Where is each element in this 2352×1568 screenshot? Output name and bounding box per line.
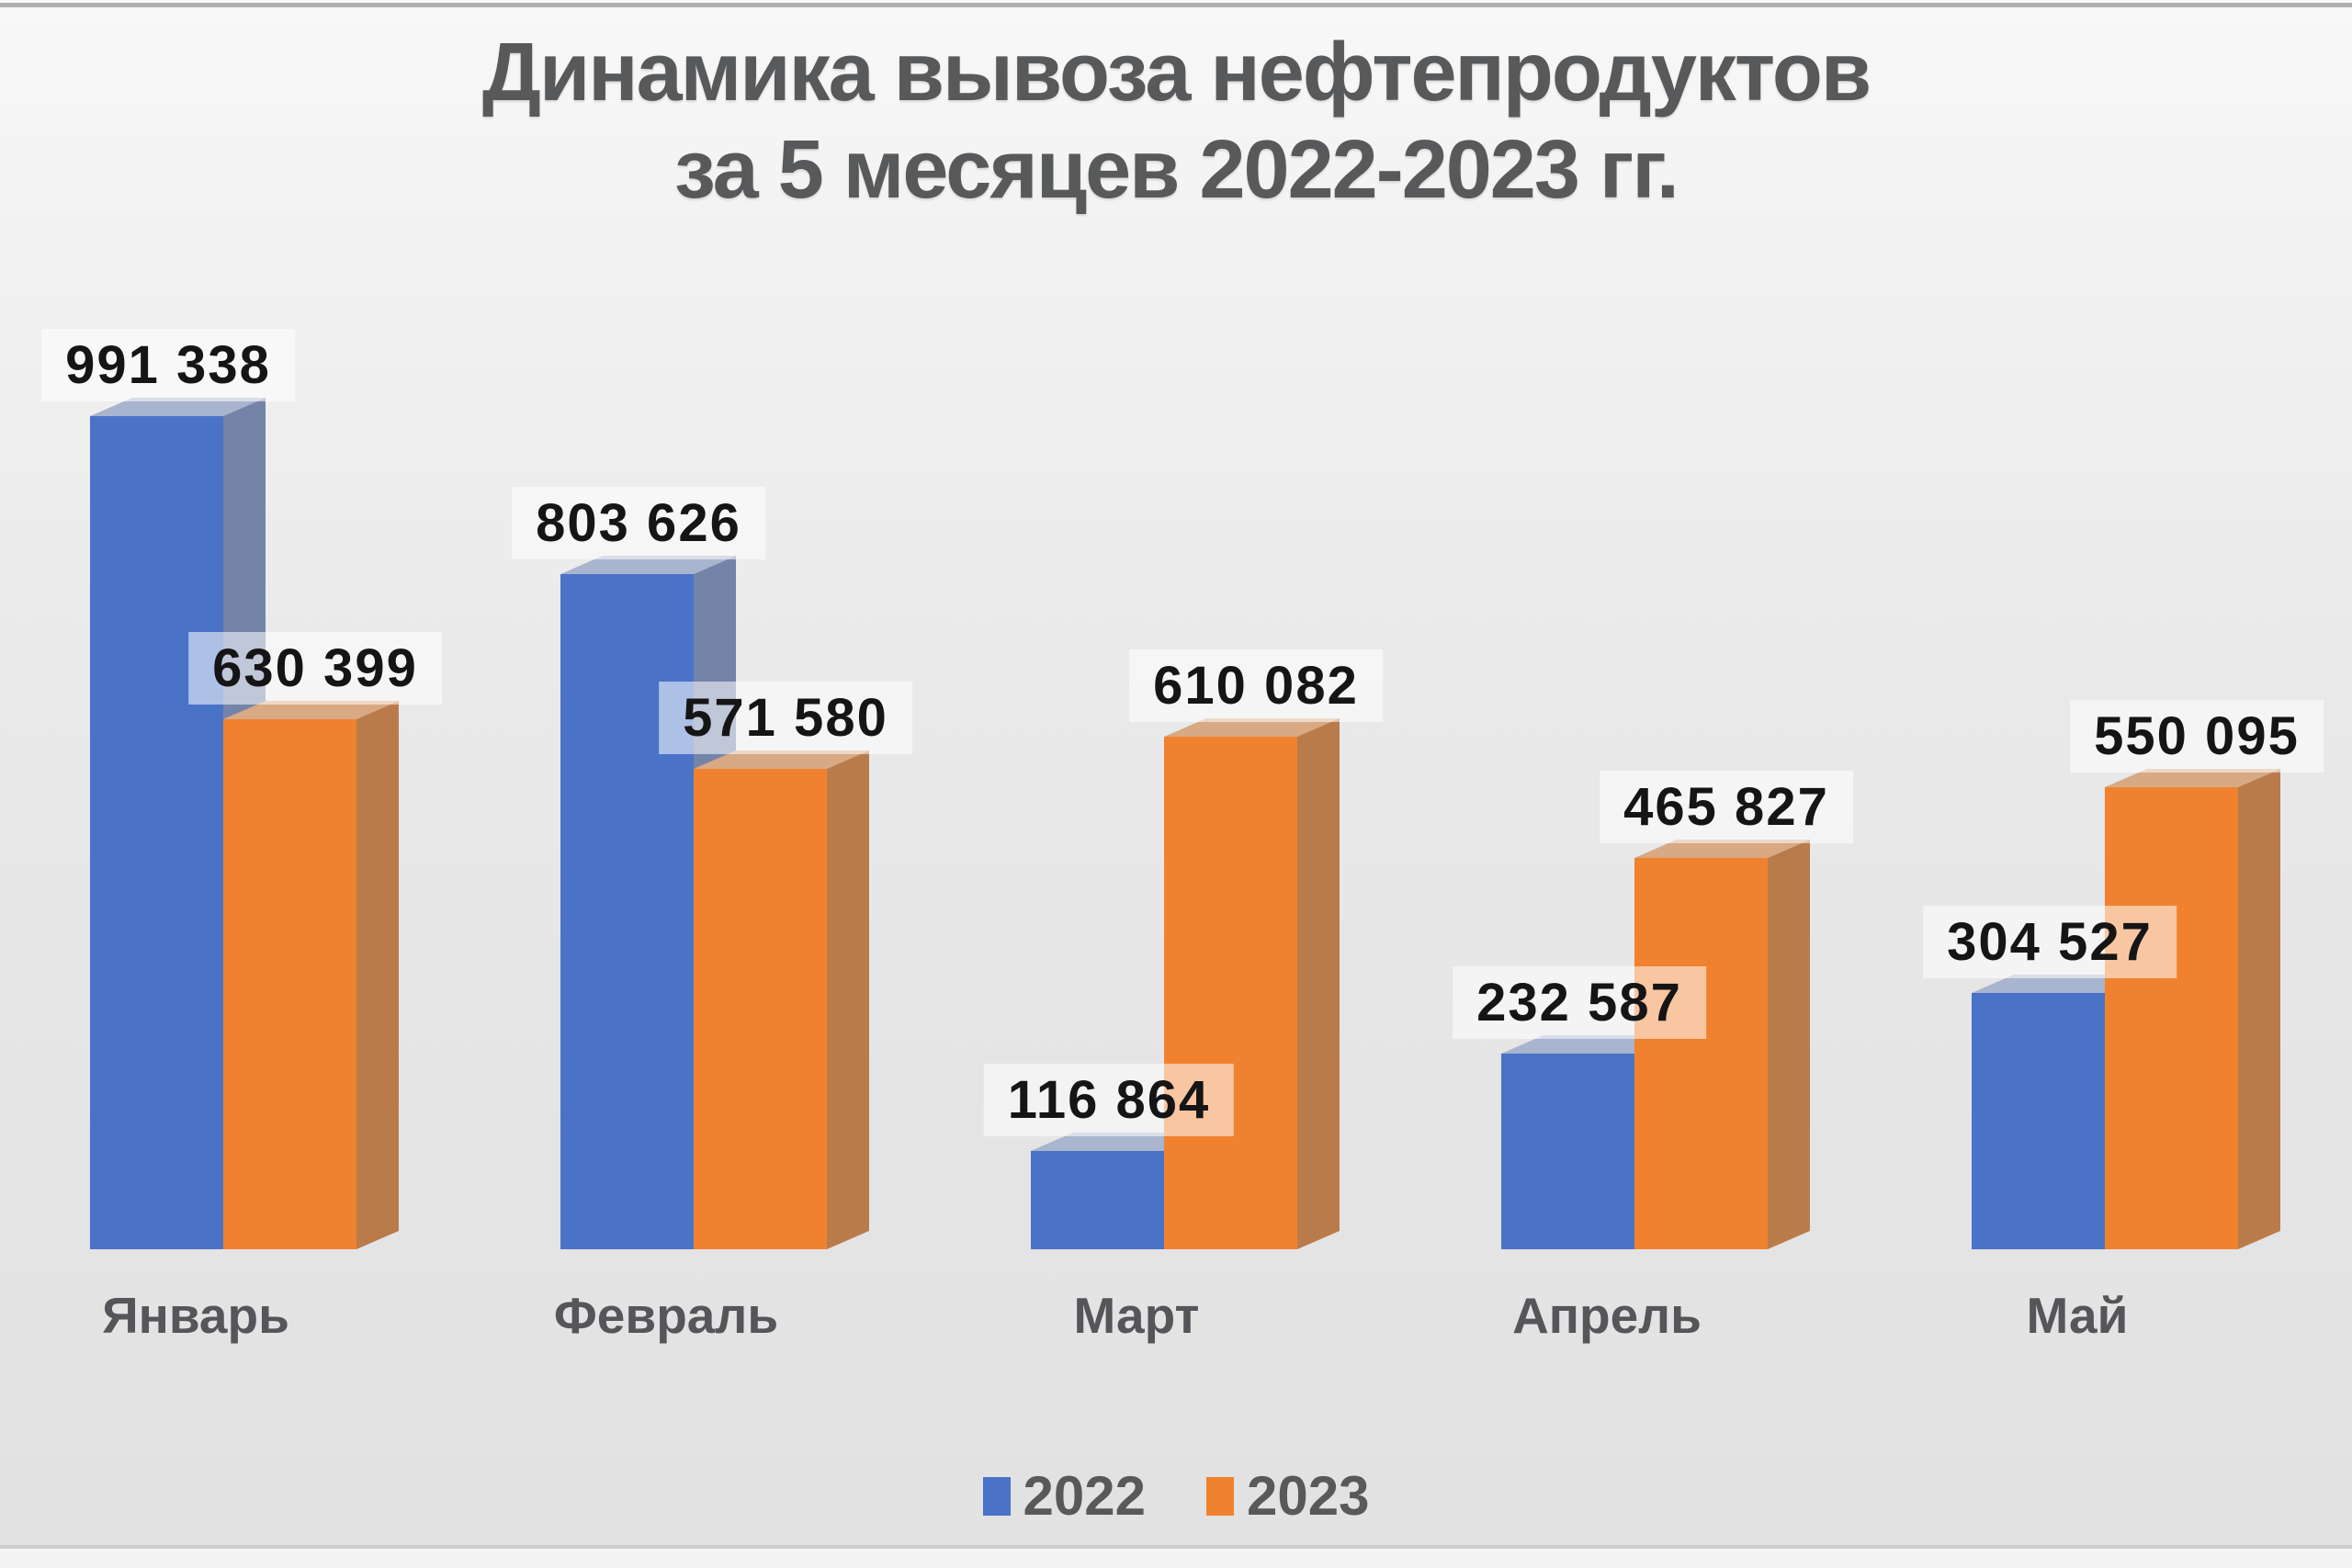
chart-legend: 2022 2023: [0, 1464, 2352, 1528]
bar-2023-1-top: [223, 701, 399, 719]
legend-label-2023: 2023: [1247, 1465, 1370, 1527]
legend-swatch-2023-icon: [1206, 1476, 1234, 1516]
bar-2022-2-top: [560, 556, 736, 574]
top-border-line: [0, 3, 2352, 7]
bar-2023-2-side: [827, 750, 869, 1249]
value-label-2023-1: 630 399: [188, 632, 442, 705]
legend-swatch-2022-icon: [982, 1476, 1011, 1516]
bar-2023-3-side: [1297, 718, 1340, 1249]
bar-2022-3-top: [1031, 1133, 1206, 1151]
bar-2022-1-front: [90, 416, 223, 1249]
bar-2022-2-front: [560, 574, 694, 1249]
bar-2023-4-top: [1634, 840, 1810, 858]
value-label-2022-5: 304 527: [1923, 906, 2177, 978]
bar-2023-4-side: [1768, 840, 1810, 1249]
bar-2022-3-front: [1031, 1151, 1164, 1249]
value-label-2022-4: 232 587: [1453, 966, 1706, 1039]
chart-title: Динамика вывоза нефтепродуктов за 5 месяц…: [0, 24, 2352, 219]
bar-2023-2-front: [694, 769, 827, 1249]
bar-2022-4-top: [1501, 1035, 1677, 1054]
bar-2023-1-side: [356, 701, 399, 1249]
category-label-5: Май: [2026, 1287, 2129, 1344]
bottom-strip: [0, 1549, 2352, 1568]
legend-item-2022: 2022: [982, 1464, 1146, 1528]
bar-2023-4-front: [1634, 858, 1768, 1249]
bar-2022-1-top: [90, 398, 266, 416]
value-label-2023-2: 571 580: [659, 682, 912, 754]
legend-item-2023: 2023: [1206, 1464, 1369, 1528]
bottom-border-line: [0, 1545, 2352, 1549]
bar-2023-2-top: [694, 750, 869, 769]
bar-2022-4-front: [1501, 1054, 1634, 1249]
category-label-1: Январь: [102, 1287, 289, 1344]
value-label-2022-2: 803 626: [512, 487, 765, 559]
value-label-2023-5: 550 095: [2070, 700, 2324, 773]
value-label-2023-4: 465 827: [1600, 771, 1853, 843]
legend-label-2022: 2022: [1023, 1465, 1146, 1527]
chart-title-line2: за 5 месяцев 2022-2023 гг.: [674, 124, 1679, 217]
category-label-4: Апрель: [1512, 1287, 1702, 1344]
bar-2023-5-top: [2105, 769, 2280, 787]
chart-title-line1: Динамика вывоза нефтепродуктов: [481, 27, 1871, 118]
bar-2022-5-top: [1972, 975, 2147, 993]
bar-2023-1-front: [223, 719, 356, 1249]
bar-2023-3-front: [1164, 737, 1297, 1249]
bar-2022-5-front: [1972, 993, 2105, 1249]
category-label-3: Март: [1073, 1287, 1200, 1344]
bar-2023-5-front: [2105, 787, 2238, 1249]
category-label-2: Февраль: [553, 1287, 779, 1344]
value-label-2022-1: 991 338: [41, 329, 295, 401]
value-label-2022-3: 116 864: [983, 1064, 1235, 1136]
bar-2023-3-top: [1164, 718, 1340, 737]
value-label-2023-3: 610 082: [1129, 649, 1383, 722]
bar-2023-5-side: [2238, 769, 2280, 1249]
